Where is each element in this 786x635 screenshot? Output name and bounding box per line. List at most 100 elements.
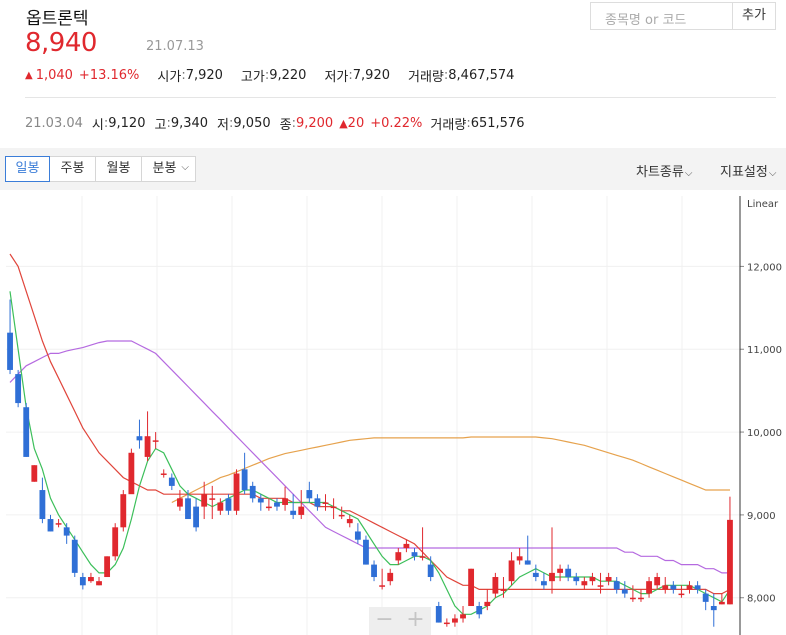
low-value: 7,920: [352, 68, 390, 83]
y-tick-label: 9,000: [747, 511, 776, 522]
zoom-out-button[interactable]: −: [375, 607, 394, 632]
candle-body: [702, 593, 709, 602]
hover-close: 9,200: [295, 116, 334, 131]
candle-body: [225, 498, 232, 511]
candle-body: [298, 506, 305, 515]
hover-high-label: 고: [154, 118, 167, 133]
open-value: 7,920: [185, 68, 223, 83]
candle-body: [435, 606, 442, 623]
candle-body: [532, 572, 539, 578]
tab-minute[interactable]: 분봉 ⌵: [141, 156, 196, 182]
search-input[interactable]: 종목명 or 코드: [590, 2, 733, 30]
candle-body: [557, 568, 564, 573]
candle-body: [314, 498, 321, 507]
y-tick-label: 8,000: [747, 594, 776, 605]
chevron-down-icon: ⌵: [181, 162, 189, 173]
ma60-line: [9, 340, 730, 574]
chart-type-label: 차트종류: [636, 165, 684, 180]
candle-body: [79, 577, 86, 586]
candle-body: [193, 506, 200, 528]
candle-body: [249, 485, 256, 499]
candle-body: [71, 539, 78, 573]
high-value: 9,220: [269, 68, 307, 83]
candle-body: [233, 473, 240, 511]
candle-body: [727, 519, 733, 605]
candle-body: [257, 498, 264, 503]
candle-body: [516, 556, 523, 561]
hover-open-label: 시: [91, 118, 104, 133]
tab-daily[interactable]: 일봉: [5, 156, 50, 182]
candle-body: [128, 452, 135, 495]
zoom-in-button[interactable]: +: [406, 607, 425, 632]
candle-body: [209, 498, 216, 500]
candle-body: [460, 614, 466, 619]
add-button[interactable]: 추가: [733, 2, 776, 30]
y-tick-label: 10,000: [747, 428, 782, 439]
candlestick-chart[interactable]: 8,000 9,000 10,000 11,000 12,000 Linear: [0, 190, 786, 635]
candle-body: [290, 510, 297, 515]
indicator-menu[interactable]: 지표설정⌵: [720, 161, 776, 180]
tab-weekly[interactable]: 주봉: [49, 156, 96, 182]
hover-change-pct: +0.22%: [370, 116, 423, 131]
hover-close-label: 종: [279, 118, 292, 133]
candle-body: [654, 577, 661, 586]
candle-body: [371, 564, 377, 578]
candle-body: [411, 552, 418, 557]
hover-high: 9,340: [170, 116, 209, 131]
chevron-down-icon: ⌵: [684, 168, 693, 179]
tab-monthly[interactable]: 월봉: [95, 156, 142, 182]
candle-body: [120, 494, 127, 528]
candle-body: [549, 572, 555, 582]
divider: [25, 97, 776, 98]
candle-body: [63, 527, 70, 536]
candle-body: [241, 469, 248, 491]
high-label: 고가: [240, 70, 265, 85]
candle-body: [581, 581, 588, 586]
up-arrow-icon: ▲: [25, 70, 33, 81]
change-amount: 1,040: [35, 68, 73, 83]
candle-body: [112, 527, 119, 557]
volume-label: 거래량: [407, 70, 444, 85]
candle-body: [629, 597, 636, 600]
candle-body: [670, 585, 677, 590]
candle-body: [96, 581, 102, 586]
volume-value: 8,467,574: [448, 68, 515, 83]
candle-body: [168, 477, 175, 486]
candle-body: [476, 606, 483, 615]
candle-body: [338, 514, 345, 517]
hover-change: 20: [347, 116, 365, 131]
candle-body: [15, 374, 22, 404]
candle-body: [306, 490, 313, 499]
candle-body: [144, 436, 151, 457]
candle-body: [379, 585, 386, 587]
candle-body: [589, 577, 596, 582]
candle-body: [31, 465, 38, 482]
tab-minute-label: 분봉: [152, 161, 177, 176]
hover-volume: 651,576: [470, 116, 525, 131]
candle-body: [217, 502, 224, 511]
candle-body: [468, 568, 475, 607]
price-date: 21.07.13: [146, 39, 204, 54]
candle-body: [646, 581, 652, 594]
hover-low: 9,050: [233, 116, 271, 131]
candle-body: [638, 597, 644, 600]
candle-body: [354, 531, 361, 540]
candle-body: [492, 577, 499, 594]
candle-body: [395, 552, 402, 561]
candle-body: [540, 581, 547, 586]
chart-type-menu[interactable]: 차트종류⌵: [636, 161, 692, 180]
candle-body: [500, 589, 507, 591]
stock-name: 옵트론텍: [26, 9, 89, 29]
ma120-line: [171, 436, 730, 504]
candle-body: [613, 581, 620, 590]
candle-body: [201, 494, 208, 507]
candle-body: [573, 577, 580, 582]
current-price: 8,940: [25, 28, 97, 58]
candle-body: [694, 585, 701, 590]
candle-body: [718, 601, 725, 605]
zoom-controls: − +: [369, 607, 431, 635]
candle-body: [55, 523, 62, 525]
candle-body: [363, 539, 369, 565]
y-tick-label: 11,000: [747, 345, 782, 356]
candle-body: [47, 519, 54, 532]
